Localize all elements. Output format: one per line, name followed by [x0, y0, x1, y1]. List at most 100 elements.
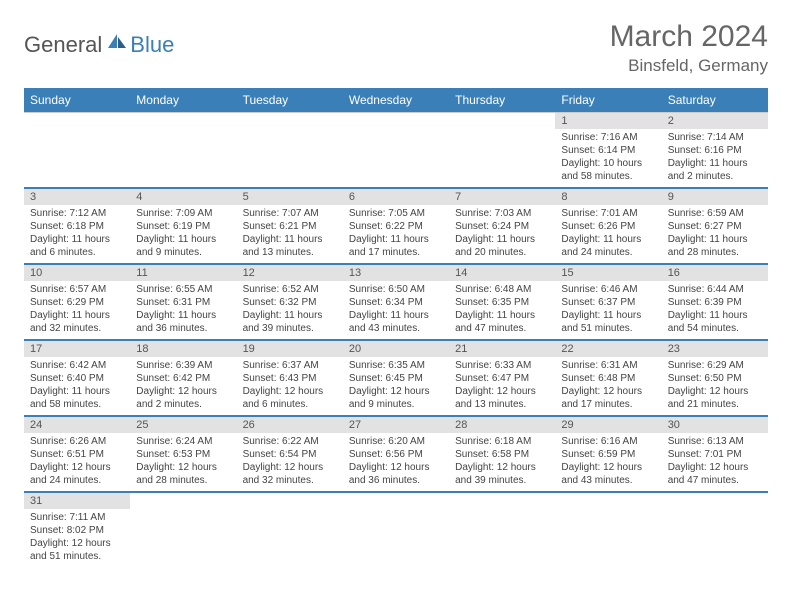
daylight-text: Daylight: 12 hours and 43 minutes. — [561, 461, 655, 487]
sunset-text: Sunset: 6:45 PM — [349, 372, 443, 385]
daylight-text: Daylight: 11 hours and 43 minutes. — [349, 309, 443, 335]
daylight-text: Daylight: 11 hours and 6 minutes. — [30, 233, 124, 259]
sunrise-text: Sunrise: 7:05 AM — [349, 207, 443, 220]
day-details-cell: Sunrise: 6:33 AMSunset: 6:47 PMDaylight:… — [449, 357, 555, 416]
sunset-text: Sunset: 6:59 PM — [561, 448, 655, 461]
day-number-cell: 22 — [555, 340, 661, 357]
sunrise-text: Sunrise: 6:16 AM — [561, 435, 655, 448]
sunset-text: Sunset: 6:35 PM — [455, 296, 549, 309]
calendar-table: Sunday Monday Tuesday Wednesday Thursday… — [24, 88, 768, 567]
day-number-cell: 8 — [555, 188, 661, 205]
sunrise-text: Sunrise: 7:07 AM — [243, 207, 337, 220]
day-number-cell — [237, 113, 343, 130]
daylight-text: Daylight: 11 hours and 39 minutes. — [243, 309, 337, 335]
day-details-cell — [24, 129, 130, 188]
sunset-text: Sunset: 6:37 PM — [561, 296, 655, 309]
day-number-cell: 14 — [449, 264, 555, 281]
day-number-cell: 30 — [662, 416, 768, 433]
day-number-cell: 6 — [343, 188, 449, 205]
day-number-cell — [343, 113, 449, 130]
sunset-text: Sunset: 6:48 PM — [561, 372, 655, 385]
day-number-row: 3456789 — [24, 188, 768, 205]
daylight-text: Daylight: 10 hours and 58 minutes. — [561, 157, 655, 183]
daylight-text: Daylight: 11 hours and 20 minutes. — [455, 233, 549, 259]
daylight-text: Daylight: 11 hours and 51 minutes. — [561, 309, 655, 335]
day-number-cell — [449, 113, 555, 130]
day-number-cell: 27 — [343, 416, 449, 433]
daylight-text: Daylight: 12 hours and 32 minutes. — [243, 461, 337, 487]
weekday-header: Tuesday — [237, 88, 343, 113]
sunset-text: Sunset: 6:21 PM — [243, 220, 337, 233]
daylight-text: Daylight: 12 hours and 17 minutes. — [561, 385, 655, 411]
sunrise-text: Sunrise: 6:18 AM — [455, 435, 549, 448]
day-details-cell: Sunrise: 6:55 AMSunset: 6:31 PMDaylight:… — [130, 281, 236, 340]
day-number-cell: 19 — [237, 340, 343, 357]
day-number-cell: 21 — [449, 340, 555, 357]
daylight-text: Daylight: 11 hours and 2 minutes. — [668, 157, 762, 183]
day-number-cell: 4 — [130, 188, 236, 205]
sunset-text: Sunset: 6:31 PM — [136, 296, 230, 309]
day-number-cell: 7 — [449, 188, 555, 205]
day-number-cell: 12 — [237, 264, 343, 281]
day-number-cell: 1 — [555, 113, 661, 130]
sunrise-text: Sunrise: 6:20 AM — [349, 435, 443, 448]
sunrise-text: Sunrise: 6:29 AM — [668, 359, 762, 372]
day-number-cell: 5 — [237, 188, 343, 205]
sunset-text: Sunset: 6:54 PM — [243, 448, 337, 461]
sunset-text: Sunset: 6:27 PM — [668, 220, 762, 233]
day-details-row: Sunrise: 7:11 AMSunset: 8:02 PMDaylight:… — [24, 509, 768, 567]
sunrise-text: Sunrise: 6:42 AM — [30, 359, 124, 372]
day-details-cell: Sunrise: 6:46 AMSunset: 6:37 PMDaylight:… — [555, 281, 661, 340]
sunset-text: Sunset: 6:32 PM — [243, 296, 337, 309]
sail-icon — [106, 33, 128, 49]
day-number-cell — [130, 113, 236, 130]
daylight-text: Daylight: 12 hours and 2 minutes. — [136, 385, 230, 411]
sunset-text: Sunset: 6:14 PM — [561, 144, 655, 157]
sunrise-text: Sunrise: 6:39 AM — [136, 359, 230, 372]
day-number-cell — [237, 492, 343, 509]
daylight-text: Daylight: 12 hours and 6 minutes. — [243, 385, 337, 411]
day-number-cell: 10 — [24, 264, 130, 281]
logo-text-general: General — [24, 32, 102, 58]
daylight-text: Daylight: 12 hours and 24 minutes. — [30, 461, 124, 487]
daylight-text: Daylight: 11 hours and 13 minutes. — [243, 233, 337, 259]
sunrise-text: Sunrise: 7:03 AM — [455, 207, 549, 220]
day-number-cell: 28 — [449, 416, 555, 433]
day-details-cell: Sunrise: 6:29 AMSunset: 6:50 PMDaylight:… — [662, 357, 768, 416]
sunrise-text: Sunrise: 6:31 AM — [561, 359, 655, 372]
sunrise-text: Sunrise: 7:16 AM — [561, 131, 655, 144]
day-number-cell: 15 — [555, 264, 661, 281]
day-details-cell: Sunrise: 6:42 AMSunset: 6:40 PMDaylight:… — [24, 357, 130, 416]
daylight-text: Daylight: 12 hours and 13 minutes. — [455, 385, 549, 411]
day-details-cell — [662, 509, 768, 567]
day-details-cell: Sunrise: 6:26 AMSunset: 6:51 PMDaylight:… — [24, 433, 130, 492]
day-number-row: 12 — [24, 113, 768, 130]
sunset-text: Sunset: 6:22 PM — [349, 220, 443, 233]
sunrise-text: Sunrise: 7:12 AM — [30, 207, 124, 220]
day-details-cell: Sunrise: 7:16 AMSunset: 6:14 PMDaylight:… — [555, 129, 661, 188]
sunset-text: Sunset: 6:40 PM — [30, 372, 124, 385]
day-number-cell: 13 — [343, 264, 449, 281]
sunset-text: Sunset: 6:34 PM — [349, 296, 443, 309]
day-details-cell — [130, 509, 236, 567]
sunset-text: Sunset: 6:39 PM — [668, 296, 762, 309]
header: General Blue March 2024 Binsfeld, German… — [24, 20, 768, 76]
day-details-cell: Sunrise: 7:01 AMSunset: 6:26 PMDaylight:… — [555, 205, 661, 264]
sunset-text: Sunset: 6:16 PM — [668, 144, 762, 157]
day-details-cell: Sunrise: 7:03 AMSunset: 6:24 PMDaylight:… — [449, 205, 555, 264]
sunset-text: Sunset: 6:51 PM — [30, 448, 124, 461]
sunrise-text: Sunrise: 7:09 AM — [136, 207, 230, 220]
day-details-cell: Sunrise: 7:14 AMSunset: 6:16 PMDaylight:… — [662, 129, 768, 188]
day-number-cell: 29 — [555, 416, 661, 433]
day-details-cell — [555, 509, 661, 567]
day-details-cell — [237, 129, 343, 188]
logo: General Blue — [24, 32, 174, 58]
day-details-cell: Sunrise: 6:44 AMSunset: 6:39 PMDaylight:… — [662, 281, 768, 340]
day-details-cell: Sunrise: 7:12 AMSunset: 6:18 PMDaylight:… — [24, 205, 130, 264]
day-number-cell — [24, 113, 130, 130]
day-details-cell — [449, 509, 555, 567]
daylight-text: Daylight: 11 hours and 54 minutes. — [668, 309, 762, 335]
sunrise-text: Sunrise: 6:46 AM — [561, 283, 655, 296]
sunrise-text: Sunrise: 6:48 AM — [455, 283, 549, 296]
daylight-text: Daylight: 12 hours and 28 minutes. — [136, 461, 230, 487]
